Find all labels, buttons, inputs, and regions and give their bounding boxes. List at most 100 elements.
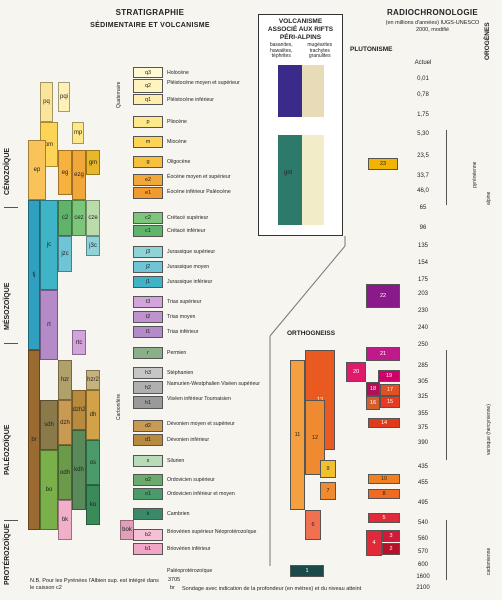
orogene-alpine-label: alpine [486,191,492,205]
block-ko: ko [86,485,100,525]
pluton-1: 1 [290,565,324,577]
legend-code-b2: b2 [133,529,163,541]
block-jc: jc [40,200,58,290]
legend-label-s: Silurien [167,458,185,464]
block-bo: bo [40,450,58,530]
block-hzr: hzr [58,360,72,400]
block-br: br [28,350,40,530]
block-ezg: ezg [72,150,86,200]
sondage-text: Sondage avec indication de la profondeur… [182,586,362,592]
connector-lines [269,236,346,566]
legend-label-q1: Pléistocène inférieur [167,97,215,103]
legend-code-h2: h2 [133,381,163,394]
age-26: 540 [417,520,428,526]
pluton-2: 2 [382,543,400,555]
legend-code-q1: q1 [133,94,163,105]
age-6: 33,7 [417,173,429,179]
legend-label-d1: Dévonien inférieur [167,437,210,443]
radio-subtitle: (en millions d'années) IUGS-UNESCO 2000,… [385,20,480,33]
block-bok: bok [120,520,134,540]
pluton-18: 18 [366,382,380,396]
block-cze: cze [86,200,100,236]
legend-label-q2: Pléistocène moyen et supérieur [167,80,240,86]
age-21: 375 [417,425,428,431]
carbonifere-label: Carbonifère [116,393,122,420]
volcanism-basanite-neogene [278,65,302,117]
age-9: 96 [419,225,427,231]
legend-label-b1: Briovérien inférieur [167,546,211,552]
legend-code-o1: o1 [133,488,163,500]
volcanism-basanite-paleogene [278,135,302,225]
age-12: 175 [417,277,428,283]
strat-title: STRATIGRAPHIE [115,8,185,17]
age-5: 23,5 [417,153,429,159]
legend-label-r: Permien [167,350,187,356]
block-ep: ep [28,140,46,200]
volcanism-label-gm: gm [284,170,293,176]
volcanism-sub-left: basanites, hawaiites, téphrites [269,42,293,59]
block-kdh: kdh [72,430,86,510]
legend-code-r: r [133,347,163,359]
legend-code-h3: h3 [133,367,163,379]
legend-label-e2: Éocène moyen et supérieur [167,174,231,180]
block-pq: pq [40,82,53,122]
quaternaire-label: Quaternaire [116,81,122,108]
legend-code-d1: d1 [133,434,163,446]
pluton-10: 10 [368,474,400,484]
age-17: 285 [417,363,428,369]
legend-label-q3: Holocène [167,70,189,76]
pluton-15: 15 [380,396,400,408]
strat-subtitle: SÉDIMENTAIRE ET VOLCANISME [90,22,210,29]
orogenes-title: OROGÈNES [484,22,491,60]
plutonism-title: PLUTONISME [350,46,393,53]
age-22: 390 [417,440,428,446]
block-tj: tj [28,200,40,350]
age-10: 135 [417,243,428,249]
age-2: 0,78 [417,92,429,98]
age-14: 230 [417,308,428,314]
age-19: 325 [417,394,428,400]
block-dzh2: dzh2 [72,390,86,430]
block-rt: rt [40,290,58,360]
block-os: os [86,440,100,485]
legend-code-j3: j3 [133,246,163,258]
block-rtc: rtc [72,330,86,355]
block-eg: eg [58,150,72,195]
age-3: 1,75 [417,112,429,118]
legend-label-p: Pliocène [167,119,187,125]
volcanism-trachyte-paleogene [302,135,324,225]
era-divider-1 [4,207,18,208]
era-proterozoic: PROTÉROZOÏQUE [4,523,11,585]
age-20: 355 [417,411,428,417]
orogene-pyreneenne-label: pyrénéenne [472,161,478,188]
block-mp: mp [72,122,84,144]
legend-code-k: k [133,508,163,520]
legend-label-j2: Jurassique moyen [167,264,210,270]
orogene-cadomienne-bracket [446,520,447,580]
ortho-11: 11 [290,360,305,510]
pluton-4: 4 [366,530,382,556]
orogene-varisque-label: varisque (hercynienne) [486,404,492,455]
age-18: 305 [417,379,428,385]
legend-code-s: s [133,455,163,467]
legend-label-c2: Crétacé supérieur [167,215,209,221]
age-0: Actuel [414,60,432,66]
age-27: 560 [417,536,428,542]
age-29: 600 [417,562,428,568]
ortho-7: 7 [320,482,336,500]
age-1: 0,01 [417,76,429,82]
ortho-12: 12 [305,400,325,475]
legend-code-p: p [133,116,163,128]
volcanism-title: VOLCANISME ASSOCIÉ AUX RIFTS PÉRI-ALPINS [267,18,334,41]
sondage-value: 3705 [168,577,181,583]
legend-label-m: Miocène [167,139,187,145]
block-dh: dh [86,390,100,440]
pluton-14: 14 [368,418,400,428]
pluton-5: 5 [368,513,400,523]
legend-code-t3: t3 [133,296,163,308]
radio-title: RADIOCHRONOLOGIE [386,8,479,17]
pluton-19: 19 [378,370,400,382]
legend-code-j2: j2 [133,261,163,273]
orogene-alpine-bracket [446,130,447,205]
orthogneiss-title: ORTHOGNEISS [287,330,336,337]
